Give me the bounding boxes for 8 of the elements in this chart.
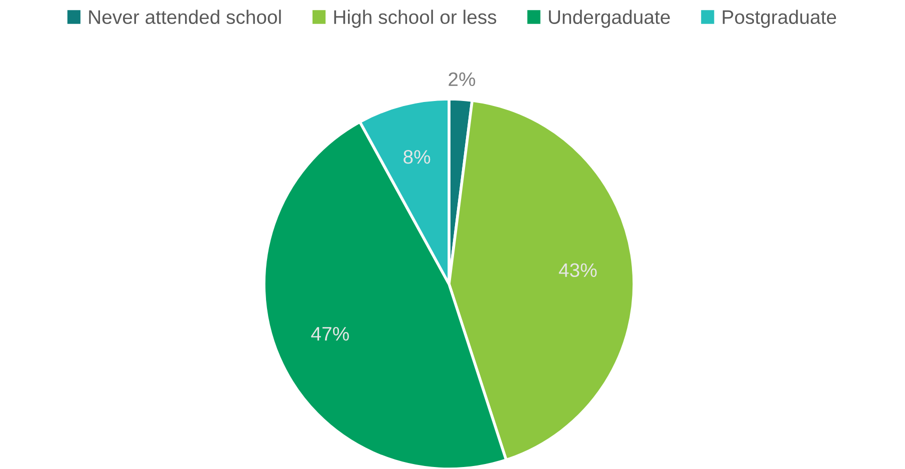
legend-label: Never attended school — [89, 10, 281, 24]
legend-label: Postgraduate — [722, 10, 836, 28]
legend-label: High school or less — [334, 10, 496, 28]
legend-label: Undergaduate — [548, 10, 670, 28]
data-label: 47% — [311, 326, 349, 341]
data-label: 2% — [448, 72, 476, 86]
data-label: 43% — [558, 263, 597, 278]
data-label: 8% — [404, 150, 430, 164]
